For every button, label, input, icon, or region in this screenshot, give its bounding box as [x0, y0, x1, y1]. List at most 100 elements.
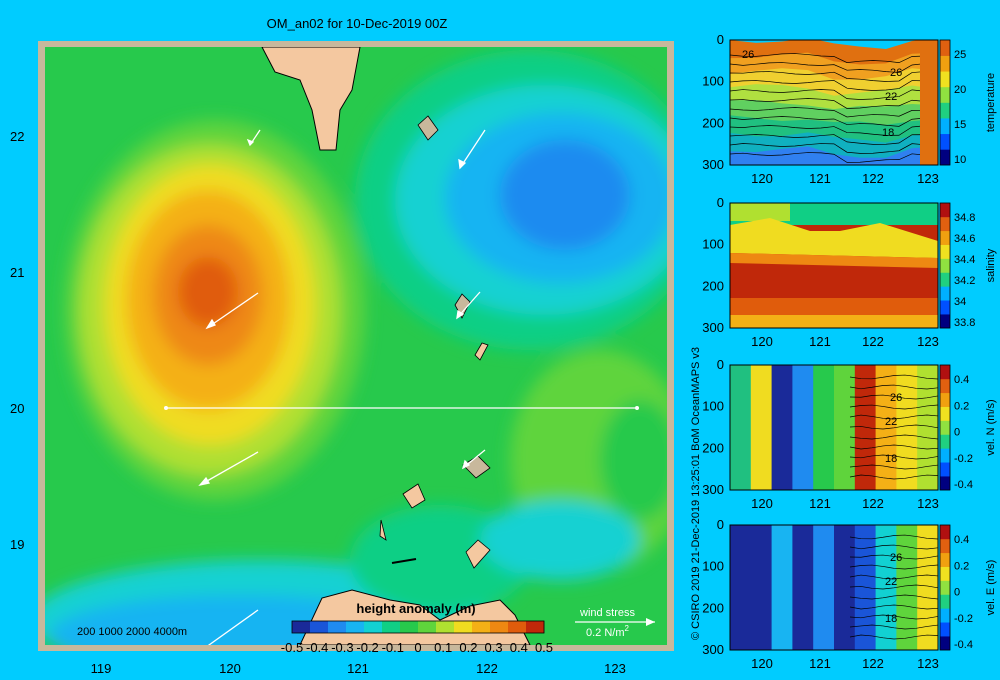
wind-vectors: [198, 129, 486, 645]
contour-label: 26: [742, 49, 754, 61]
colorbar-tick-label: -0.5: [281, 640, 303, 655]
side-colorbar-tick-label: -0.4: [954, 639, 973, 651]
map-y-tick-label: 20: [10, 401, 24, 416]
bathymetry-label: 200 1000 2000 4000m: [77, 626, 187, 638]
section-x-tick-label: 122: [862, 496, 884, 511]
map-y-tick-label: 21: [10, 265, 24, 280]
side-colorbar-tick-label: -0.2: [954, 453, 973, 465]
depth-tick-label: 300: [702, 482, 724, 497]
map-x-axis: 119 120 121 122 123: [91, 661, 626, 676]
side-colorbar-tick-label: 0: [954, 587, 960, 599]
side-colorbar-swatch: [940, 300, 950, 315]
side-colorbar-tick-label: 20: [954, 84, 966, 96]
section-x-tick-label: 123: [917, 656, 939, 671]
depth-tick-label: 300: [702, 320, 724, 335]
contour-label: 22: [885, 91, 897, 103]
colorbar-tick-label: -0.1: [382, 640, 404, 655]
colorbar-tick-label: 0.1: [434, 640, 452, 655]
depth-tick-label: 200: [702, 440, 724, 455]
colorbar-tick-label: -0.2: [356, 640, 378, 655]
colorbar-swatch: [490, 621, 509, 633]
colorbar-swatch: [328, 621, 347, 633]
depth-tick-label: 100: [702, 74, 724, 89]
section-x-tick-label: 121: [809, 656, 831, 671]
side-colorbar-tick-label: -0.4: [954, 479, 973, 491]
depth-tick-label: 200: [702, 115, 724, 130]
colorbar-swatch: [400, 621, 419, 633]
credit-text: © CSIRO 2019 21-Dec-2019 13:25:01 BoM Oc…: [690, 347, 702, 640]
section-panel: 26 22 18 0 100 200 300 120 121 122 123 0.4 0.2 0 -0.2 -…: [702, 357, 997, 511]
colorbar-tick-label: -0.4: [306, 640, 328, 655]
section-x-tick-label: 121: [809, 171, 831, 186]
side-colorbar-swatch: [940, 149, 950, 166]
side-colorbar-swatch: [940, 272, 950, 287]
map-x-tick-label: 121: [347, 661, 369, 676]
side-colorbar-swatch: [940, 102, 950, 119]
map-y-tick-label: 22: [10, 129, 24, 144]
depth-tick-label: 0: [717, 32, 724, 47]
side-colorbar-swatch: [940, 594, 950, 609]
side-colorbar-swatch: [940, 448, 950, 463]
side-colorbar-swatch: [940, 286, 950, 301]
colorbar-tick-label: 0.3: [485, 640, 503, 655]
side-colorbar-tick-label: 0.2: [954, 400, 969, 412]
contour-label: 22: [885, 416, 897, 428]
colorbar-tick-label: 0.2: [459, 640, 477, 655]
section-x-tick-label: 120: [751, 171, 773, 186]
side-colorbar-tick-label: 34.6: [954, 233, 975, 245]
contour-label: 26: [890, 392, 902, 404]
depth-tick-label: 0: [717, 517, 724, 532]
side-colorbar-swatch: [940, 133, 950, 150]
section-panel: 0 100 200 300 120 121 122 123 34.8 34.6 34.4 34.2 34…: [702, 195, 997, 349]
section-variable-label: temperature: [985, 73, 997, 132]
colorbar-swatch: [526, 621, 545, 633]
side-colorbar-swatch: [940, 462, 950, 477]
side-colorbar-swatch: [940, 71, 950, 88]
chart-title: OM_an02 for 10-Dec-2019 00Z: [267, 16, 448, 31]
contour-label: 26: [890, 67, 902, 79]
side-colorbar-swatch: [940, 203, 950, 218]
contour-label: 22: [885, 576, 897, 588]
section-x-tick-label: 122: [862, 334, 884, 349]
colorbar-swatch: [454, 621, 473, 633]
side-colorbar-swatch: [940, 622, 950, 637]
side-colorbar-swatch: [940, 392, 950, 407]
depth-tick-label: 200: [702, 600, 724, 615]
side-colorbar-swatch: [940, 86, 950, 103]
section-x-tick-label: 120: [751, 496, 773, 511]
colorbar-swatch: [418, 621, 437, 633]
side-colorbar-tick-label: 34.2: [954, 275, 975, 287]
section-variable-label: salinity: [985, 248, 997, 282]
depth-tick-label: 0: [717, 195, 724, 210]
side-colorbar-tick-label: 0: [954, 427, 960, 439]
map-x-tick-label: 123: [604, 661, 626, 676]
wind-stress-legend: wind stress 0.2 N/m2: [575, 607, 655, 639]
wind-stress-scale: 0.2 N/m2: [586, 624, 630, 639]
side-colorbar-swatch: [940, 244, 950, 259]
depth-tick-label: 300: [702, 157, 724, 172]
side-colorbar-swatch: [940, 40, 950, 56]
side-colorbar-swatch: [940, 476, 950, 491]
section-x-tick-label: 122: [862, 171, 884, 186]
side-colorbar-swatch: [940, 580, 950, 595]
section-panel: 26 22 18 0 100 200 300 120 121 122 123 0.4 0.2 0 -0.2 -…: [702, 517, 997, 671]
wind-stress-title: wind stress: [579, 607, 636, 619]
depth-tick-label: 300: [702, 642, 724, 657]
side-colorbar-swatch: [940, 118, 950, 135]
colorbar-tick-label: -0.3: [331, 640, 353, 655]
map-x-tick-label: 120: [219, 661, 241, 676]
side-colorbar-swatch: [940, 538, 950, 554]
side-colorbar-tick-label: 0.2: [954, 560, 969, 572]
section-x-tick-label: 120: [751, 656, 773, 671]
side-colorbar-swatch: [940, 636, 950, 651]
side-colorbar-swatch: [940, 378, 950, 394]
colorbar-tick-label: 0.5: [535, 640, 553, 655]
side-colorbar-swatch: [940, 55, 950, 72]
colorbar-swatch: [292, 621, 311, 633]
section-x-tick-label: 120: [751, 334, 773, 349]
depth-tick-label: 0: [717, 357, 724, 372]
depth-tick-label: 100: [702, 237, 724, 252]
colorbar-swatch: [364, 621, 383, 633]
map-x-tick-label: 119: [91, 661, 112, 676]
